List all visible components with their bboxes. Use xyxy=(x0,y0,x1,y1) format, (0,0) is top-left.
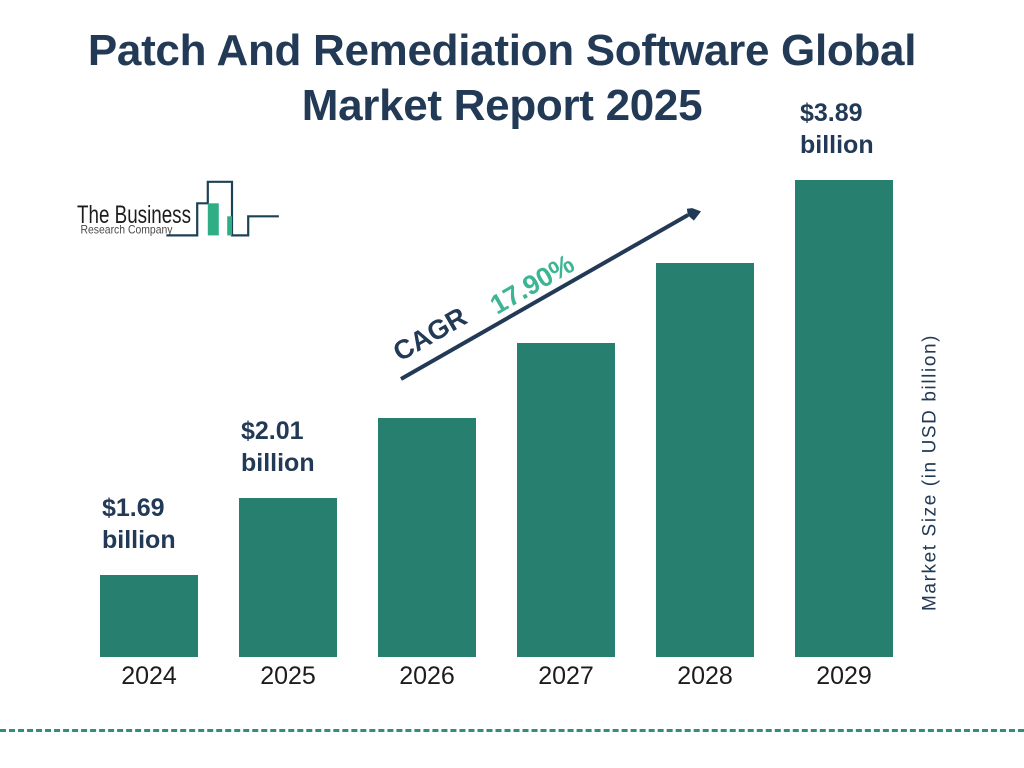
svg-text:CAGR: CAGR xyxy=(388,301,472,367)
